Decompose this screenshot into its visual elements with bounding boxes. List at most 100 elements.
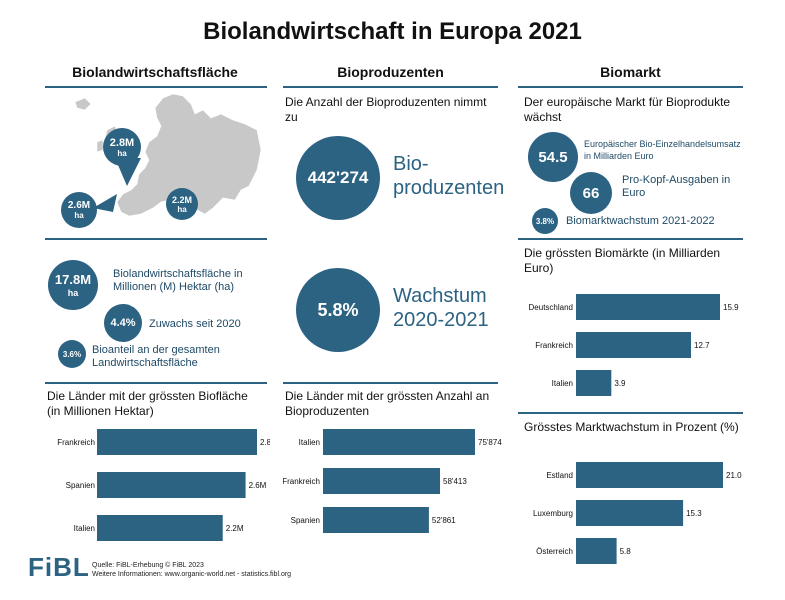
stat-value: 5.8% [317, 299, 359, 320]
chart-markets-bars: Deutschland 15.9 Frankreich 12.7 Italien 3.9 [529, 294, 739, 396]
stat-label-area: Biolandwirtschaftsfläche in Millionen (M… [113, 268, 243, 293]
bar-frankreich [97, 429, 257, 455]
bar-italien [97, 515, 223, 541]
chart-title-area: Die Länder mit der grössten Biofläche (i… [47, 389, 248, 418]
bar-frankreich [323, 468, 441, 494]
divider [283, 86, 498, 88]
stat-circle-retail: 54.5 [528, 132, 578, 182]
bar-österreich [576, 538, 617, 564]
stat-label-growth: Zuwachs seit 2020 [149, 318, 241, 330]
bar-value-label: 15.3 [686, 509, 702, 518]
divider [518, 238, 743, 240]
stat-circle-area: 17.8M ha [48, 260, 98, 310]
bubble-unit: ha [117, 148, 127, 158]
stat-value: 3.8% [535, 216, 555, 226]
bubble-value: 2.2M [171, 194, 192, 205]
bar-value-label: 2.6M [249, 481, 267, 490]
bar-category-label: Frankreich [535, 341, 573, 350]
bubble-unit: ha [177, 204, 187, 214]
bar-value-label: 2.2M [226, 524, 244, 533]
bar-category-label: Estland [546, 471, 573, 480]
stat-value: 66 [582, 184, 600, 202]
divider [518, 86, 743, 88]
column-header-area: Biolandwirtschaftsfläche [72, 64, 238, 80]
divider [45, 86, 267, 88]
bubble-unit: ha [74, 211, 84, 220]
stat-unit: ha [67, 287, 79, 298]
column-header-producers: Bioproduzenten [337, 64, 444, 80]
stat-value: 17.8M [54, 271, 92, 287]
stat-label-percapita: Pro-Kopf-Ausgaben in Euro [622, 174, 731, 199]
producers-caption: Bio- produzenten [393, 152, 504, 200]
bar-deutschland [576, 294, 720, 320]
bar-value-label: 58'413 [443, 477, 467, 486]
bar-value-label: 75'874 [478, 438, 502, 447]
bar-value-label: 15.9 [723, 303, 739, 312]
bar-value-label: 21.0 [726, 471, 742, 480]
chart-title-marketgrowth: Grösstes Marktwachstum in Prozent (%) [524, 420, 739, 434]
bar-italien [323, 429, 475, 455]
map-bubble-italy: 2.2M ha [166, 188, 198, 220]
producers-growth-caption: Wachstum 2020-2021 [393, 284, 489, 332]
stat-value: 54.5 [538, 148, 568, 166]
divider [518, 412, 743, 414]
source-note: Quelle: FiBL-Erhebung © FiBL 2023 [92, 562, 204, 569]
market-intro: Der europäische Markt für Bioprodukte wä… [524, 95, 731, 124]
bar-category-label: Spanien [66, 481, 95, 490]
caption-line: Wachstum [393, 285, 487, 307]
bar-category-label: Österreich [536, 547, 573, 556]
stat-value: 3.6% [62, 349, 82, 359]
bar-spanien [323, 507, 429, 533]
bar-category-label: Italien [299, 438, 320, 447]
bar-value-label: 52'861 [432, 516, 456, 525]
more-info-note: Weitere Informationen: www.organic-world… [92, 571, 292, 578]
chart-area-bars: Frankreich 2.8M Spanien 2.6M Italien 2.2M [57, 429, 270, 541]
chart-marketgrowth-bars: Estland 21.0 Luxemburg 15.3 Österreich 5.8 [533, 462, 742, 564]
chart-title-producers: Die Länder mit der grössten Anzahl an Bi… [285, 389, 490, 418]
fibl-logo: FiBL [28, 552, 90, 582]
stat-value: 4.4% [110, 317, 136, 329]
divider [283, 382, 498, 384]
stat-circle-market-growth: 3.8% [532, 208, 558, 234]
bar-category-label: Italien [74, 524, 95, 533]
bar-value-label: 12.7 [694, 341, 710, 350]
stat-label-retail: Europäischer Bio-Einzelhandelsumsatz in … [584, 139, 741, 161]
bar-spanien [97, 472, 246, 498]
bubble-value: 2.8M [109, 136, 135, 149]
bar-category-label: Frankreich [283, 477, 320, 486]
divider [45, 238, 267, 240]
bar-estland [576, 462, 723, 488]
stat-circle-growth: 4.4% [104, 304, 142, 342]
stat-label-share: Bioanteil an der gesamten Landwirtschaft… [92, 344, 220, 369]
page-title: Biolandwirtschaft in Europa 2021 [203, 18, 582, 45]
bar-value-label: 3.9 [614, 379, 626, 388]
bar-value-label: 2.8M [260, 438, 270, 447]
bar-category-label: Deutschland [529, 303, 573, 312]
bubble-value: 2.6M [67, 200, 91, 211]
stat-label-market-growth: Biomarktwachstum 2021-2022 [566, 215, 715, 227]
bar-category-label: Spanien [291, 516, 320, 525]
stat-circle-percapita: 66 [570, 172, 612, 214]
bar-category-label: Frankreich [57, 438, 95, 447]
caption-line: Bio- [393, 153, 429, 175]
producers-intro: Die Anzahl der Bioproduzenten nimmt zu [285, 95, 487, 124]
stat-circle-producers-growth: 5.8% [296, 268, 380, 352]
bar-category-label: Italien [552, 379, 573, 388]
bar-category-label: Luxemburg [533, 509, 573, 518]
column-header-market: Biomarkt [600, 64, 661, 80]
stat-circle-producers: 442'274 [296, 136, 380, 220]
chart-title-markets: Die grössten Biomärkte (in Milliarden Eu… [524, 246, 721, 275]
stat-value: 442'274 [307, 168, 369, 187]
map-bubble-france: 2.8M ha [103, 128, 141, 166]
stat-circle-share: 3.6% [58, 340, 86, 368]
map-pointer [93, 194, 117, 212]
caption-line: 2020-2021 [393, 309, 489, 331]
chart-producers-bars: Italien 75'874 Frankreich 58'413 Spanien 52'8… [283, 429, 502, 533]
map-bubble-spain: 2.6M ha [61, 192, 97, 228]
bar-frankreich [576, 332, 692, 358]
bar-italien [576, 370, 612, 396]
divider [45, 382, 267, 384]
caption-line: produzenten [393, 177, 505, 199]
bar-value-label: 5.8 [620, 547, 632, 556]
bar-luxemburg [576, 500, 684, 526]
